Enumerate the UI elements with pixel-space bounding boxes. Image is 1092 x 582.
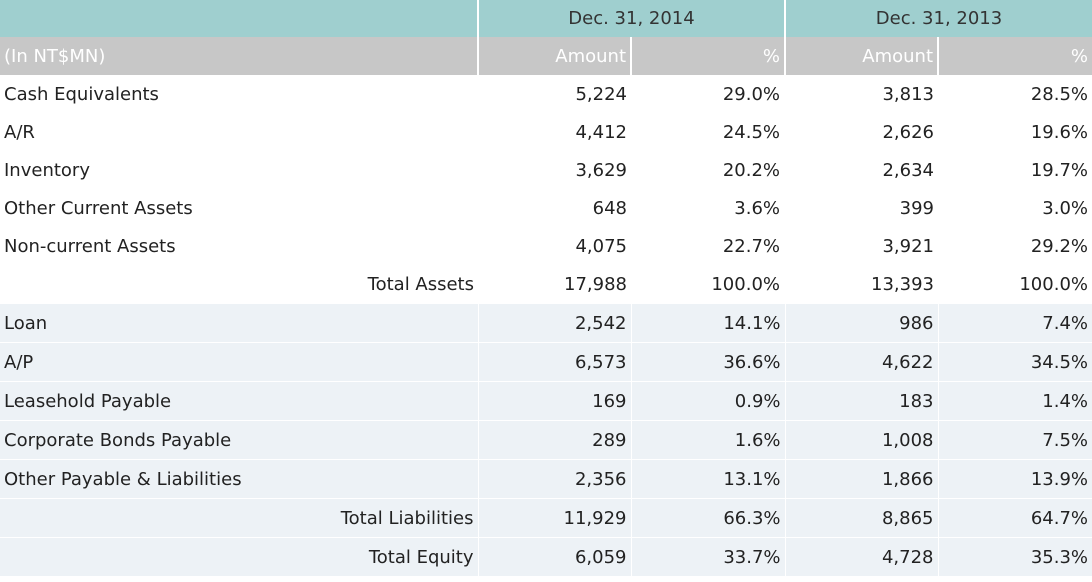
percent-2014-cell: 66.3% — [630, 498, 785, 538]
amount-2013-cell: 399 — [785, 189, 938, 227]
percent-2014-cell: 13.1% — [630, 459, 785, 499]
percent-2014-cell: 100.0% — [631, 265, 786, 304]
amount-2013-cell: 4,728 — [784, 537, 938, 576]
amount-2014-cell: 169 — [477, 381, 631, 421]
amount-2014-cell: 4,412 — [478, 113, 631, 151]
row-label: Non-current Assets — [0, 227, 478, 265]
percent-2013-cell: 100.0% — [938, 265, 1092, 304]
percent-2014-cell: 29.0% — [631, 75, 786, 113]
header-blank-cell — [0, 0, 478, 37]
amount-2014-cell: 17,988 — [478, 265, 631, 304]
percent-2013-cell: 64.7% — [937, 498, 1092, 538]
table-row: Other Payable & Liabilities 2,356 13.1% 1,8… — [0, 459, 1092, 499]
table-row: Non-current Assets 4,075 22.7% 3,921 29.2% — [0, 227, 1092, 265]
percent-2013-cell: 19.7% — [938, 151, 1092, 189]
row-label: Cash Equivalents — [0, 75, 478, 113]
amount-2013-cell: 1,008 — [784, 420, 938, 460]
column-header-row: (In NT$MN) Amount % Amount % — [0, 37, 1092, 75]
percent-2014-cell: 22.7% — [631, 227, 786, 265]
row-label: Corporate Bonds Payable — [0, 420, 478, 460]
table-row: Leasehold Payable 169 0.9% 183 1.4% — [0, 381, 1092, 421]
row-label: A/P — [0, 342, 478, 382]
percent-2013-cell: 7.4% — [937, 303, 1092, 343]
percent-2013-cell: 19.6% — [938, 113, 1092, 151]
row-label: Total Equity — [0, 537, 478, 576]
percent-2013-cell: 28.5% — [938, 75, 1092, 113]
percent-2014-cell: 20.2% — [631, 151, 786, 189]
amount-2014-cell: 6,059 — [477, 537, 631, 576]
percent-2013-cell: 3.0% — [938, 189, 1092, 227]
row-label: Leasehold Payable — [0, 381, 478, 421]
percent-2013-cell: 7.5% — [937, 420, 1092, 460]
percent-2014-cell: 3.6% — [631, 189, 786, 227]
amount-2013-cell: 3,921 — [785, 227, 938, 265]
period-2013-header: Dec. 31, 2013 — [784, 0, 1092, 37]
amount-2014-cell: 4,075 — [478, 227, 631, 265]
table-total-row: Total Liabilities 11,929 66.3% 8,865 64.7% — [0, 498, 1092, 538]
amount-2014-cell: 11,929 — [477, 498, 631, 538]
table-row: Inventory 3,629 20.2% 2,634 19.7% — [0, 151, 1092, 189]
amount-2013-cell: 4,622 — [784, 342, 938, 382]
amount-2013-cell: 1,866 — [784, 459, 938, 499]
row-label: Loan — [0, 303, 478, 343]
amount-2014-header: Amount — [477, 37, 631, 75]
amount-2013-cell: 3,813 — [785, 75, 938, 113]
row-label: Total Assets — [0, 265, 478, 304]
percent-2014-cell: 24.5% — [631, 113, 786, 151]
percent-2014-cell: 36.6% — [630, 342, 785, 382]
table-row: Cash Equivalents 5,224 29.0% 3,813 28.5% — [0, 75, 1092, 113]
percent-2014-cell: 14.1% — [630, 303, 785, 343]
amount-2014-cell: 3,629 — [478, 151, 631, 189]
amount-2013-cell: 2,634 — [785, 151, 938, 189]
amount-2014-cell: 6,573 — [477, 342, 631, 382]
period-2014-header: Dec. 31, 2014 — [477, 0, 785, 37]
row-label: Inventory — [0, 151, 478, 189]
amount-2013-cell: 183 — [784, 381, 938, 421]
percent-2014-cell: 0.9% — [630, 381, 785, 421]
row-label: A/R — [0, 113, 478, 151]
percent-2013-cell: 34.5% — [937, 342, 1092, 382]
table-row: A/P 6,573 36.6% 4,622 34.5% — [0, 342, 1092, 382]
amount-2014-cell: 648 — [478, 189, 631, 227]
amount-2013-cell: 13,393 — [785, 265, 938, 304]
percent-2013-header: % — [937, 37, 1092, 75]
table-row: Other Current Assets 648 3.6% 399 3.0% — [0, 189, 1092, 227]
table-row: A/R 4,412 24.5% 2,626 19.6% — [0, 113, 1092, 151]
percent-2014-header: % — [630, 37, 785, 75]
percent-2014-cell: 1.6% — [630, 420, 785, 460]
amount-2014-cell: 289 — [477, 420, 631, 460]
row-label: Total Liabilities — [0, 498, 478, 538]
percent-2013-cell: 35.3% — [937, 537, 1092, 576]
table-row: Loan 2,542 14.1% 986 7.4% — [0, 303, 1092, 343]
table-total-row: Total Assets 17,988 100.0% 13,393 100.0% — [0, 265, 1092, 304]
amount-2013-cell: 2,626 — [785, 113, 938, 151]
percent-2013-cell: 13.9% — [937, 459, 1092, 499]
percent-2014-cell: 33.7% — [630, 537, 785, 576]
percent-2013-cell: 29.2% — [938, 227, 1092, 265]
amount-2013-header: Amount — [784, 37, 938, 75]
amount-2013-cell: 8,865 — [784, 498, 938, 538]
amount-2014-cell: 5,224 — [478, 75, 631, 113]
amount-2013-cell: 986 — [784, 303, 938, 343]
amount-2014-cell: 2,356 — [477, 459, 631, 499]
table-total-row: Total Equity 6,059 33.7% 4,728 35.3% — [0, 537, 1092, 576]
amount-2014-cell: 2,542 — [477, 303, 631, 343]
row-label: Other Current Assets — [0, 189, 478, 227]
row-label: Other Payable & Liabilities — [0, 459, 478, 499]
percent-2013-cell: 1.4% — [937, 381, 1092, 421]
unit-label: (In NT$MN) — [0, 37, 478, 75]
table-row: Corporate Bonds Payable 289 1.6% 1,008 7.5% — [0, 420, 1092, 460]
period-header-row: Dec. 31, 2014 Dec. 31, 2013 — [0, 0, 1092, 37]
